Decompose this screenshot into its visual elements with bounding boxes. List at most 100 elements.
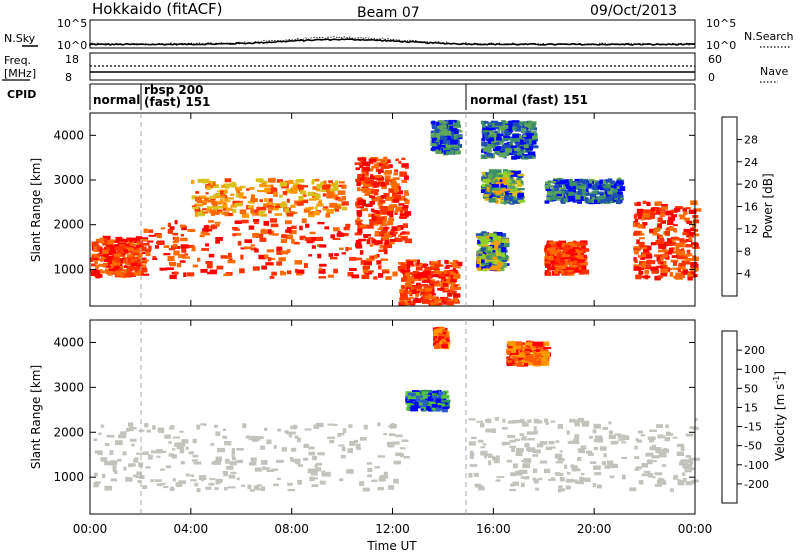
heatmap-cell-3: [359, 224, 367, 228]
heatmap-cell-6: [530, 134, 538, 140]
heatmap-cell-3: [482, 443, 487, 446]
heatmap-cell-2: [191, 205, 196, 208]
heatmap-cell-1: [360, 259, 366, 265]
heatmap-cell-8: [493, 239, 499, 243]
heatmap-cell-1: [318, 267, 323, 271]
heatmap-cell-0: [193, 461, 202, 465]
heatmap-cell-0: [401, 439, 409, 442]
heatmap-cell-0: [123, 269, 128, 274]
heatmap-cell-3: [578, 417, 585, 423]
heatmap-cell-4: [454, 261, 463, 267]
heatmap-cell-3: [401, 157, 406, 160]
heatmap-cell-0: [349, 440, 356, 446]
heatmap-cell-3: [371, 195, 375, 199]
heatmap-cell-2: [213, 211, 220, 215]
heatmap-cell-11: [606, 184, 615, 188]
heatmap-cell-0: [190, 479, 197, 482]
heatmap-cell-3: [354, 162, 362, 166]
heatmap-cell-1: [379, 244, 384, 249]
heatmap-cell-10: [644, 269, 650, 274]
heatmap-cell-1: [434, 396, 441, 400]
heatmap-cell-0: [226, 465, 234, 470]
heatmap-cell-3: [559, 476, 565, 482]
heatmap-cell-6: [494, 122, 503, 126]
heatmap-cell-0: [310, 471, 318, 476]
heatmap-cell-1: [336, 232, 345, 237]
heatmap-cell-8: [496, 259, 503, 263]
heatmap-cell-1: [263, 220, 269, 226]
x-tick-label: 08:00: [274, 522, 309, 536]
heatmap-cell-0: [261, 486, 265, 492]
heatmap-cell-3: [694, 418, 698, 421]
heatmap-cell-3: [388, 217, 394, 222]
heatmap-cell-4: [429, 281, 437, 285]
heatmap-cell-2: [307, 191, 315, 197]
heatmap-cell-1: [412, 394, 417, 400]
heatmap-cell-2: [434, 335, 438, 339]
heatmap-cell-0: [296, 437, 301, 443]
heatmap-cell-1: [369, 243, 374, 247]
heatmap-cell-9: [549, 253, 556, 258]
heatmap-cell-4: [446, 301, 454, 306]
heatmap-cell-6: [519, 149, 524, 153]
heatmap-cell-3: [355, 205, 361, 208]
heatmap-cell-9: [569, 265, 574, 268]
heatmap-cell-0: [169, 426, 175, 430]
heatmap-cell-10: [634, 202, 639, 205]
heatmap-cell-2: [314, 206, 318, 210]
heatmap-cell-2: [442, 329, 447, 333]
heatmap-cell-1: [267, 229, 272, 234]
heatmap-cell-10: [665, 210, 673, 216]
heatmap-cell-0: [118, 434, 125, 439]
heatmap-cell-2: [220, 189, 228, 194]
heatmap-cell-1: [349, 268, 357, 271]
heatmap-cell-1: [384, 249, 388, 255]
heatmap-cell-3: [654, 484, 662, 487]
heatmap-cell-2: [225, 207, 232, 211]
heatmap-cell-4: [527, 362, 536, 366]
heatmap-cell-4: [434, 264, 442, 267]
heatmap-cell-10: [677, 243, 685, 248]
heatmap-cell-4: [453, 293, 461, 298]
heatmap-cell-6: [506, 125, 513, 128]
heatmap-cell-11: [546, 196, 551, 201]
heatmap-cell-3: [581, 420, 590, 425]
heatmap-cell-10: [642, 222, 648, 226]
heatmap-cell-3: [621, 441, 627, 444]
heatmap-cell-9: [556, 257, 560, 263]
heatmap-cell-0: [377, 455, 385, 458]
heatmap-cell-9: [577, 259, 585, 263]
heatmap-cell-0: [191, 459, 198, 462]
heatmap-cell-10: [675, 272, 681, 276]
heatmap-cell-0: [325, 471, 331, 477]
heatmap-cell-0: [152, 425, 156, 430]
heatmap-cell-1: [385, 243, 393, 249]
heatmap-cell-0: [215, 431, 221, 436]
heatmap-cell-0: [273, 445, 277, 449]
heatmap-cell-3: [468, 418, 476, 421]
heatmap-cell-2: [206, 208, 213, 212]
heatmap-cell-0: [120, 431, 127, 435]
heatmap-cell-1: [426, 405, 430, 411]
heatmap-cell-2: [267, 206, 273, 210]
heatmap-cell-10: [638, 270, 644, 275]
heatmap-cell-5: [448, 120, 453, 125]
heatmap-cell-2: [281, 201, 286, 204]
heatmap-cell-4: [417, 278, 422, 281]
heatmap-cell-1: [145, 251, 151, 257]
heatmap-cell-3: [397, 190, 404, 195]
heatmap-cell-1: [154, 245, 159, 249]
heatmap-cell-1: [187, 272, 195, 277]
heatmap-cell-7: [491, 184, 499, 188]
heatmap-cell-3: [401, 195, 406, 201]
heatmap-cell-3: [383, 193, 390, 198]
heatmap-cell-4: [430, 261, 439, 264]
heatmap-cell-0: [107, 271, 113, 276]
heatmap-cell-10: [646, 201, 651, 206]
heatmap-cell-6: [512, 152, 519, 155]
heatmap-cell-1: [200, 268, 208, 273]
heatmap-cell-0: [142, 485, 148, 489]
heatmap-cell-2: [439, 336, 445, 339]
